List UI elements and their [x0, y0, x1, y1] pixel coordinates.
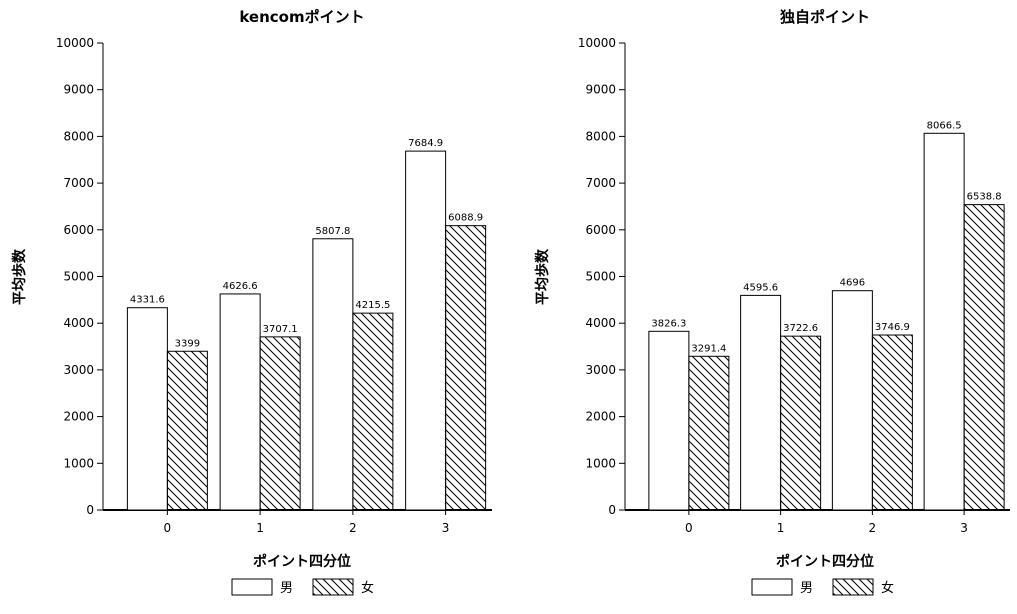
- legend-swatch-female: [832, 578, 874, 596]
- y-tick-label: 8000: [585, 129, 616, 143]
- x-tick-label: 3: [442, 521, 450, 535]
- x-axis-label: ポイント四分位: [253, 553, 351, 570]
- x-tick-label: 2: [349, 521, 357, 535]
- bar-female-q3: [445, 225, 487, 511]
- x-tick-label: 0: [164, 521, 172, 535]
- legend: 男女: [231, 578, 374, 596]
- y-axis-label: 平均歩数: [11, 248, 28, 305]
- y-tick-label: 0: [86, 503, 94, 517]
- chart-title: 独自ポイント: [780, 8, 870, 26]
- y-tick-label: 1000: [63, 456, 94, 470]
- bar-male-q1: [740, 294, 782, 511]
- y-tick-label: 6000: [585, 223, 616, 237]
- y-tick-label: 3000: [63, 363, 94, 377]
- y-axis-label: 平均歩数: [534, 248, 551, 305]
- legend-label: 女: [361, 580, 374, 596]
- data-label: 3707.1: [263, 324, 298, 335]
- y-tick-label: 1000: [585, 456, 616, 470]
- legend-label: 男: [280, 581, 293, 596]
- bar-female-q0: [688, 355, 730, 511]
- y-tick-label: 3000: [585, 363, 616, 377]
- data-label: 4331.6: [130, 295, 165, 306]
- y-tick-label: 4000: [63, 316, 94, 330]
- data-label: 4595.6: [743, 282, 778, 293]
- y-tick-label: 7000: [585, 176, 616, 190]
- bar-female-q2: [871, 334, 913, 511]
- data-label: 4215.5: [355, 300, 390, 311]
- y-tick-label: 10000: [56, 36, 94, 50]
- x-axis-label: ポイント四分位: [776, 553, 874, 570]
- legend-label: 女: [881, 580, 894, 596]
- y-tick-label: 5000: [63, 270, 94, 284]
- data-label: 8066.5: [927, 120, 962, 131]
- bar-male-q2: [312, 238, 354, 511]
- bar-female-q1: [259, 336, 301, 511]
- data-label: 4626.6: [223, 281, 258, 292]
- bar-male-q3: [923, 132, 965, 511]
- bar-female-q1: [780, 335, 822, 511]
- data-label: 3291.4: [691, 343, 726, 354]
- x-tick-label: 0: [685, 521, 693, 535]
- data-label: 5807.8: [315, 226, 350, 237]
- y-tick-label: 4000: [585, 316, 616, 330]
- data-label: 7684.9: [408, 138, 443, 149]
- x-tick-label: 1: [777, 521, 785, 535]
- bar-male-q3: [405, 150, 447, 511]
- chart-title: kencomポイント: [239, 8, 364, 26]
- x-tick-label: 1: [256, 521, 264, 535]
- y-tick-label: 2000: [585, 410, 616, 424]
- x-tick-label: 2: [869, 521, 877, 535]
- legend-label: 男: [800, 581, 813, 596]
- data-label: 4696: [840, 278, 865, 289]
- legend-swatch-male: [751, 578, 793, 596]
- bar-male-q2: [831, 290, 873, 511]
- y-tick-label: 6000: [63, 223, 94, 237]
- y-tick-label: 7000: [63, 176, 94, 190]
- y-tick-label: 2000: [63, 410, 94, 424]
- y-tick-label: 5000: [585, 270, 616, 284]
- bar-male-q1: [219, 293, 261, 511]
- data-label: 6538.8: [967, 192, 1002, 203]
- data-label: 3746.9: [875, 322, 910, 333]
- legend-swatch-male: [231, 578, 273, 596]
- data-label: 3399: [175, 338, 200, 349]
- y-tick-label: 0: [608, 503, 616, 517]
- bar-female-q3: [963, 204, 1005, 511]
- y-tick-label: 9000: [585, 83, 616, 97]
- data-label: 6088.9: [448, 213, 483, 224]
- y-tick-label: 8000: [63, 129, 94, 143]
- chart-panel-dokuji: 独自ポイント 平均歩数 ポイント四分位 0 1000 2000 3000 4000 500…: [534, 8, 1010, 596]
- y-tick-label: 9000: [63, 83, 94, 97]
- x-tick-label: 3: [960, 521, 968, 535]
- bar-male-q0: [126, 307, 168, 511]
- bar-male-q0: [648, 330, 690, 511]
- bar-female-q2: [352, 312, 394, 511]
- data-label: 3722.6: [783, 323, 818, 334]
- legend-swatch-female: [312, 578, 354, 596]
- data-label: 3826.3: [651, 318, 686, 329]
- bar-female-q0: [166, 350, 208, 511]
- chart-panel-kencom: kencomポイント 平均歩数 ポイント四分位 0 1000 2000 3000 400…: [11, 8, 492, 596]
- legend: 男女: [751, 578, 894, 596]
- y-tick-label: 10000: [578, 36, 616, 50]
